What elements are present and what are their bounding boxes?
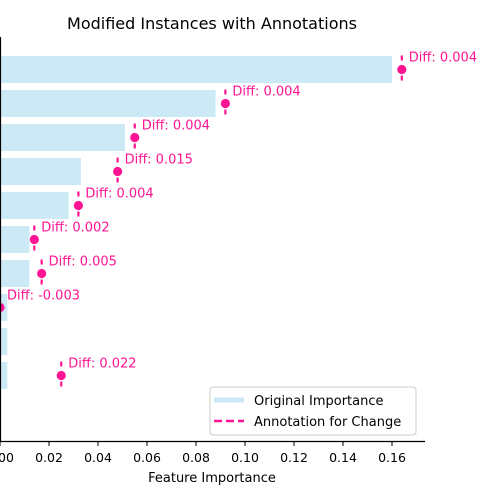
bars-layer [0, 56, 392, 389]
diff-annotation-8: Diff: -0.003 [7, 289, 80, 304]
change-marker-10 [56, 370, 66, 381]
diff-annotation-6: Diff: 0.002 [41, 221, 109, 236]
change-marker-8 [0, 302, 5, 313]
bar-original-10 [0, 362, 8, 389]
legend-label-original: Original Importance [254, 394, 384, 409]
diff-annotation-5: Diff: 0.004 [85, 187, 153, 202]
bar-original-1 [0, 56, 392, 83]
change-marker-4 [113, 166, 123, 177]
x-ticks-layer: 0.00 0.02 0.04 0.06 0.08 0.10 0.12 0.14 0.16 [0, 441, 406, 465]
x-tick-label: 0.04 [84, 450, 112, 465]
diff-annotation-4: Diff: 0.015 [125, 153, 193, 168]
diff-annotation-2: Diff: 0.004 [232, 85, 300, 100]
x-axis-label: Feature Importance [148, 471, 276, 486]
x-tick-label: 0.08 [182, 450, 210, 465]
bar-original-3 [0, 124, 125, 151]
bar-original-5 [0, 192, 69, 219]
diff-annotation-1: Diff: 0.004 [409, 51, 477, 66]
x-tick-label: 0.06 [133, 450, 161, 465]
legend-label-annotation: Annotation for Change [254, 415, 401, 430]
diff-annotation-3: Diff: 0.004 [142, 119, 210, 134]
x-tick-label: 0.16 [378, 450, 406, 465]
diff-annotation-10: Diff: 0.022 [68, 357, 136, 372]
bar-original-9 [0, 328, 8, 355]
legend-box [209, 386, 417, 436]
change-marker-6 [29, 234, 39, 245]
bar-original-7 [0, 260, 30, 287]
change-marker-1 [397, 64, 407, 75]
x-tick-label: 0.12 [280, 450, 308, 465]
change-marker-7 [37, 268, 47, 279]
chart-title: Modified Instances with Annotations [67, 14, 357, 33]
bar-original-2 [0, 90, 216, 117]
bar-original-6 [0, 226, 30, 253]
change-marker-2 [220, 98, 230, 109]
x-tick-label: 0.02 [35, 450, 63, 465]
markers-layer: Diff: 0.004 Diff: 0.004 Diff: 0.004 Diff: 0… [0, 51, 477, 390]
change-marker-3 [130, 132, 140, 143]
change-marker-5 [73, 200, 83, 211]
x-tick-label: 0.00 [0, 450, 14, 465]
x-tick-label: 0.14 [329, 450, 357, 465]
bar-original-4 [0, 158, 81, 185]
legend: Original Importance Annotation for Chang… [209, 386, 417, 436]
diff-annotation-7: Diff: 0.005 [49, 255, 117, 270]
x-tick-label: 0.10 [231, 450, 259, 465]
